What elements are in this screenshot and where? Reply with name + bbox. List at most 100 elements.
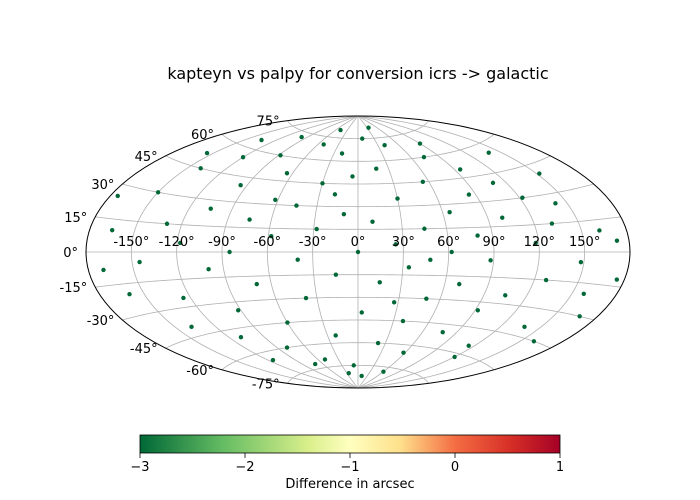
data-point (278, 153, 283, 158)
data-point (178, 240, 183, 246)
data-point (333, 333, 338, 338)
data-point (270, 357, 276, 363)
data-point (421, 154, 427, 160)
data-point (227, 249, 232, 255)
latitude-tick-label: 60° (191, 128, 214, 143)
data-point (500, 215, 505, 220)
data-point (447, 210, 452, 215)
data-point (240, 155, 246, 160)
longitude-tick-label: -90° (208, 235, 236, 250)
latitude-tick-label: 45° (135, 150, 158, 165)
data-point (391, 300, 397, 305)
data-point (338, 127, 343, 133)
data-point (424, 296, 429, 301)
data-point (452, 354, 457, 360)
data-point (531, 339, 537, 344)
data-point (115, 193, 120, 199)
data-point (238, 183, 243, 188)
data-point (449, 249, 454, 255)
data-point (537, 171, 542, 176)
data-point (522, 324, 527, 330)
colorbar-tick-label: −2 (235, 460, 254, 475)
parallel-line (287, 364, 429, 384)
data-point (198, 166, 203, 171)
longitude-tick-label: -150° (113, 235, 149, 250)
data-point (295, 257, 300, 262)
data-point (420, 179, 426, 185)
data-point (204, 150, 210, 156)
data-point (299, 134, 304, 140)
latitude-tick-label: -30° (87, 314, 115, 329)
data-point (247, 217, 252, 222)
parallel-line (122, 296, 594, 321)
data-point (614, 277, 620, 282)
data-point (401, 350, 406, 355)
data-point (333, 272, 339, 277)
data-point (553, 201, 558, 206)
data-point (614, 238, 620, 243)
data-point (320, 181, 325, 186)
data-point (533, 240, 538, 246)
colorbar-tick-label: 1 (556, 460, 564, 475)
data-point (578, 259, 584, 265)
data-point (346, 370, 351, 376)
data-point (503, 293, 508, 298)
latitude-tick-label: -45° (130, 342, 158, 357)
data-point (395, 196, 400, 201)
parallel-line (122, 183, 594, 208)
data-point (284, 171, 290, 176)
data-point (520, 195, 525, 200)
parallel-line (165, 155, 551, 185)
data-point (475, 308, 480, 313)
data-point (285, 320, 290, 325)
data-point (381, 369, 386, 374)
graticule-grid (86, 116, 630, 388)
data-point (359, 373, 364, 379)
data-point (549, 221, 555, 226)
data-point (322, 357, 328, 362)
data-point (486, 150, 491, 155)
latitude-tick-label: -75° (252, 377, 280, 392)
data-point (370, 219, 375, 224)
data-point (457, 281, 462, 287)
parallel-line (165, 319, 551, 349)
data-point (181, 295, 186, 301)
longitude-tick-label: 60° (437, 235, 460, 250)
latitude-tick-label: -60° (186, 364, 214, 379)
parallel-line (221, 133, 495, 162)
colorbar (139, 434, 561, 454)
latitude-tick-label: -15° (60, 281, 88, 296)
data-point (137, 259, 142, 265)
data-point (393, 242, 398, 247)
data-point (417, 141, 423, 146)
latitude-tick-label: 15° (64, 211, 87, 226)
data-point (581, 291, 586, 297)
data-point (312, 361, 318, 367)
colorbar-tick-label: 0 (451, 460, 459, 475)
longitude-tick-label: 30° (392, 235, 415, 250)
longitude-tick-label: 150° (569, 235, 600, 250)
longitude-tick-label: -30° (299, 235, 327, 250)
longitude-tick-label: -120° (159, 235, 195, 250)
longitude-tick-label: 120° (524, 235, 555, 250)
data-point (577, 314, 582, 319)
data-point (440, 330, 445, 335)
data-point (294, 203, 299, 208)
data-point (208, 206, 213, 211)
longitude-tick-label: -60° (253, 235, 281, 250)
data-point (422, 226, 427, 231)
data-point (109, 227, 115, 233)
colorbar-tick-label: −1 (340, 460, 359, 475)
data-point (314, 226, 319, 232)
chart-title: kapteyn vs palpy for conversion icrs -> … (167, 64, 549, 83)
latitude-tick-labels: -75° -60° -45° -30° -15° 0° 15° 30° 45° 60° 75° (60, 115, 280, 393)
data-point (543, 277, 549, 283)
data-point (259, 137, 264, 143)
data-point (206, 266, 211, 272)
data-point (377, 280, 382, 285)
colorbar-ticks: −3 −2 −1 0 1 (130, 453, 564, 475)
plot-boundary (85, 115, 631, 389)
parallel-line (221, 342, 495, 371)
data-point (273, 197, 278, 203)
